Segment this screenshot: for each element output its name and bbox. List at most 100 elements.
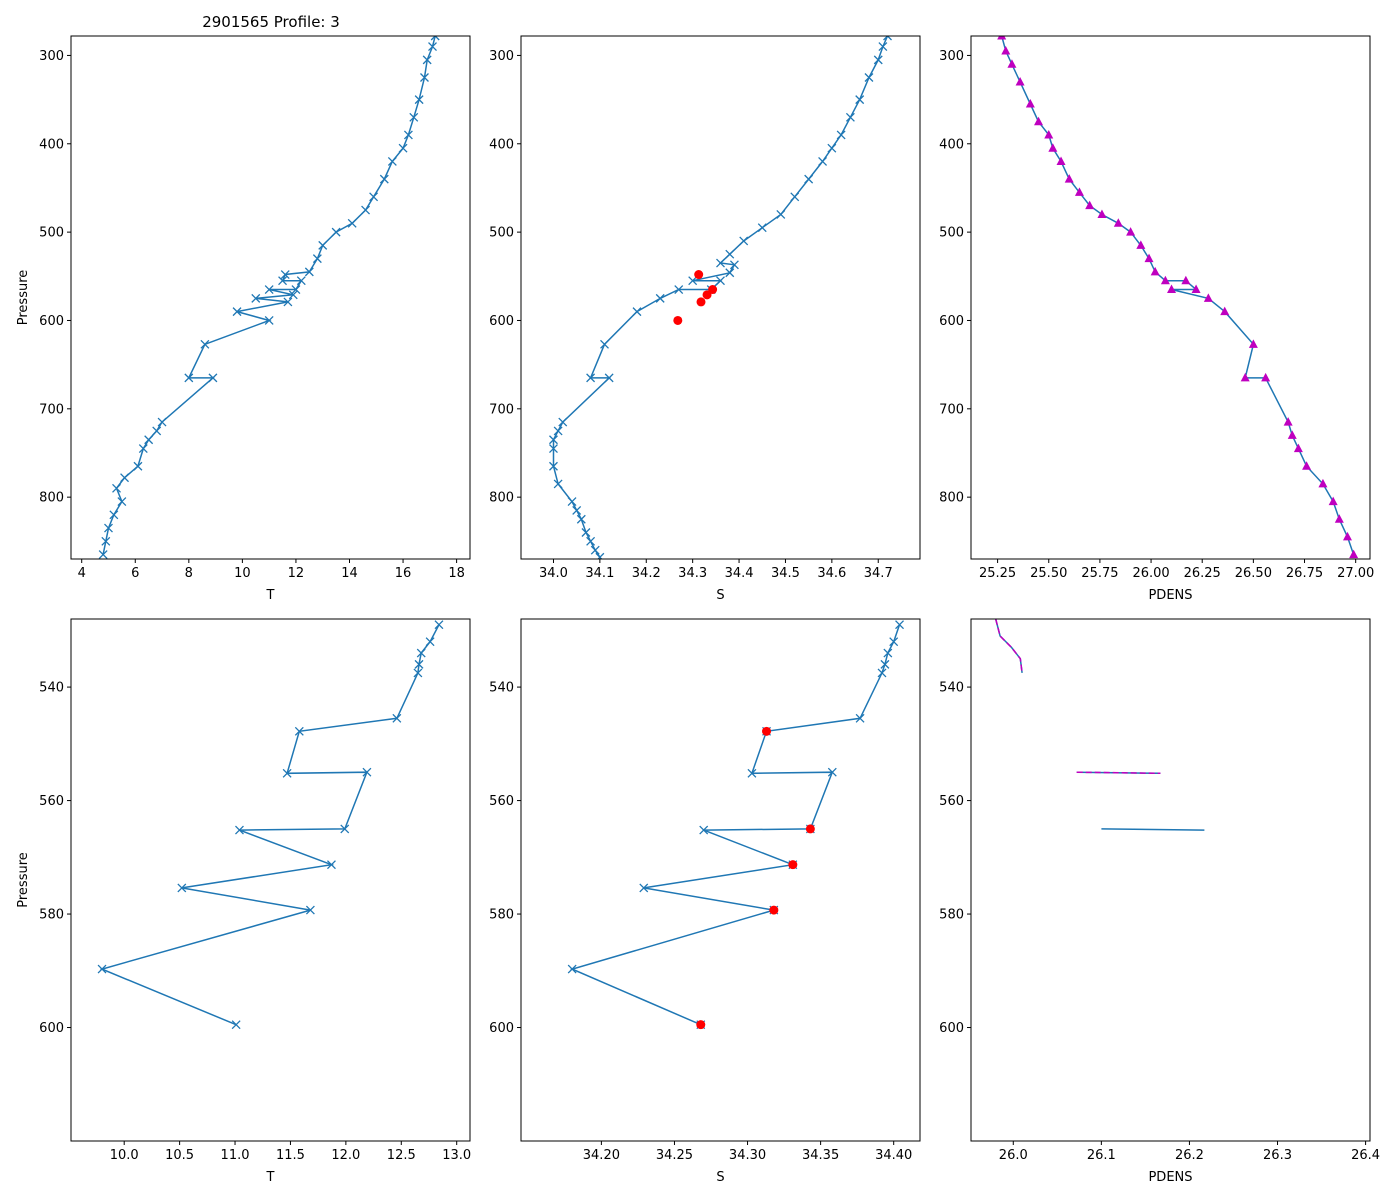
subplot-t-full: 4 6 8 10 12 14 16 18 300 400 500 600 700 800 T Pressure [16, 35, 471, 603]
data-point [757, 223, 767, 233]
x-tick-label: 34.6 [817, 566, 846, 581]
x-tick-label: 25.75 [1081, 566, 1118, 581]
data-point [855, 713, 865, 723]
data-point [739, 236, 749, 246]
x-tick-label: 11.5 [276, 1148, 305, 1163]
series-density-line [994, 619, 1205, 831]
data-point [1248, 339, 1258, 348]
y-tick-label: 540 [39, 681, 64, 696]
data-point [409, 112, 419, 122]
x-tick-label: 26.25 [1184, 566, 1221, 581]
y-tick-label: 800 [939, 491, 964, 506]
data-point [590, 545, 600, 555]
data-point [288, 290, 298, 300]
axes-frame [520, 35, 921, 560]
y-tick-label: 500 [939, 226, 964, 241]
series-profile [98, 36, 440, 559]
data-point [1056, 156, 1066, 165]
series-line [569, 624, 901, 1026]
data-point [883, 36, 892, 41]
data-point [413, 668, 423, 678]
data-point [331, 227, 341, 237]
x-tick-label: 34.30 [729, 1148, 766, 1163]
series-line [994, 619, 1205, 831]
y-tick-label: 800 [39, 491, 64, 506]
data-point [1287, 430, 1297, 439]
data-point [283, 297, 293, 307]
y-tick-label: 600 [39, 1021, 64, 1036]
series-density-dashed [994, 619, 1161, 775]
x-tick-label: 26.0 [999, 1148, 1028, 1163]
data-point [1136, 240, 1146, 249]
data-point [235, 825, 244, 835]
data-point [422, 55, 432, 65]
y-tick-label: 700 [39, 402, 64, 417]
data-point [264, 285, 274, 295]
data-point [1203, 293, 1213, 302]
data-point [177, 883, 187, 893]
x-tick-label: 34.0 [539, 566, 568, 581]
data-point [576, 514, 586, 524]
x-tick-label: 12 [288, 566, 305, 581]
flagged-point [769, 905, 779, 915]
data-point [883, 648, 893, 658]
data-point [184, 373, 194, 383]
data-point [997, 36, 1007, 40]
data-point [1349, 549, 1359, 559]
plot-area [994, 619, 1205, 831]
x-tick-label: 10 [234, 566, 251, 581]
data-point [428, 42, 437, 52]
x-tick-label: 11.0 [221, 1148, 250, 1163]
data-point [347, 218, 357, 228]
x-tick-label: 8 [185, 566, 193, 581]
x-tick-label: 16 [395, 566, 412, 581]
data-point [1293, 443, 1303, 453]
y-tick-label: 600 [489, 1021, 514, 1036]
data-point [1342, 531, 1352, 541]
data-point [434, 620, 444, 630]
series-profile [549, 36, 892, 559]
data-point [1074, 187, 1084, 196]
data-point [251, 293, 261, 303]
data-point [1034, 116, 1044, 126]
series-line [99, 624, 440, 1026]
data-point [1334, 514, 1344, 523]
x-tick-label: 13.0 [442, 1148, 471, 1163]
data-point [403, 130, 413, 140]
data-point [855, 95, 865, 105]
y-tick-label: 400 [489, 137, 514, 152]
y-tick-label: 300 [489, 49, 514, 64]
data-point [632, 307, 642, 317]
data-point [117, 497, 127, 507]
data-point [549, 435, 558, 445]
data-point [1044, 129, 1054, 139]
data-point [231, 1020, 241, 1030]
flagged-point [702, 290, 712, 300]
series-line [994, 619, 1161, 775]
data-point [880, 659, 890, 669]
axes-frame [520, 618, 921, 1142]
data-point [291, 285, 301, 295]
figure-title: 2901565 Profile: 3 [202, 13, 340, 31]
data-point [790, 192, 800, 202]
flagged-point [762, 726, 772, 736]
data-point [392, 713, 402, 723]
series-flagged [696, 726, 815, 1030]
x-tick-label: 12.0 [331, 1148, 360, 1163]
x-tick-label: 26.3 [1263, 1148, 1292, 1163]
axes-frame [970, 618, 1371, 1142]
data-point [725, 268, 735, 278]
data-point [600, 339, 609, 349]
x-tick-label: 18 [448, 566, 465, 581]
data-point [827, 767, 837, 777]
data-point [567, 964, 577, 974]
data-point [549, 461, 558, 471]
flagged-point [673, 315, 683, 325]
flagged-point [694, 270, 704, 280]
x-tick-label: 34.20 [583, 1148, 620, 1163]
subplot-t-zoom: 10.0 10.5 11.0 11.5 12.0 12.5 13.0 540 560 580 600… [16, 618, 471, 1185]
data-point [818, 156, 828, 166]
data-point [387, 156, 397, 166]
data-point [1261, 372, 1271, 382]
